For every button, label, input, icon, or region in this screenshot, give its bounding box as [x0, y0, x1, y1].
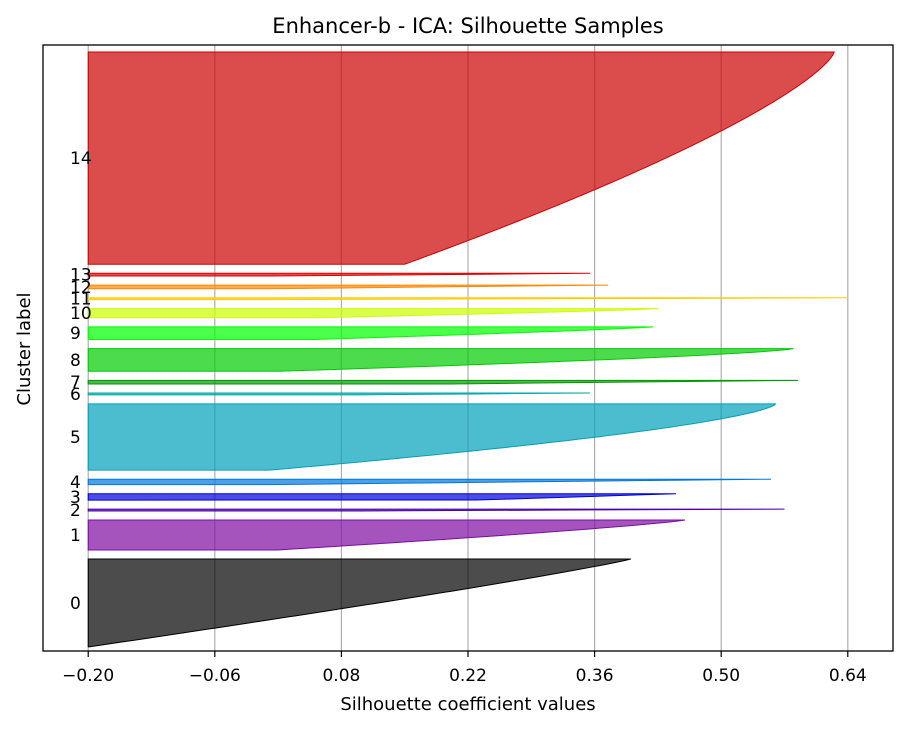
cluster-3-label: 3 [70, 488, 81, 508]
cluster-5-label: 5 [70, 428, 81, 448]
x-tick-label: −0.06 [189, 666, 241, 686]
cluster-6-silhouette [87, 392, 591, 396]
x-axis-label: Silhouette coefficient values [340, 694, 595, 715]
cluster-6-label: 6 [70, 385, 81, 405]
x-tick-label: −0.20 [62, 666, 114, 686]
cluster-14-label: 14 [70, 149, 92, 169]
cluster-12-label: 12 [70, 278, 92, 298]
cluster-9-label: 9 [70, 324, 81, 344]
cluster-5-silhouette [87, 403, 777, 471]
x-tick-label: 0.50 [702, 666, 740, 686]
cluster-8-silhouette [87, 348, 794, 372]
cluster-8-label: 8 [70, 351, 81, 371]
cluster-2-silhouette [87, 508, 785, 512]
cluster-1-label: 1 [70, 526, 81, 546]
cluster-13-label: 13 [70, 266, 92, 286]
x-tick-label: 0.64 [829, 666, 867, 686]
cluster-14-silhouette [87, 51, 835, 265]
cluster-9-silhouette [87, 326, 654, 341]
cluster-7-label: 7 [70, 373, 81, 393]
x-tick-label: 0.22 [449, 666, 487, 686]
cluster-10-silhouette [87, 308, 658, 319]
cluster-2-label: 2 [70, 501, 81, 521]
cluster-11-silhouette [87, 297, 848, 301]
cluster-11-label: 11 [70, 290, 92, 310]
cluster-3-silhouette [87, 493, 676, 501]
x-tick-label: 0.36 [576, 666, 614, 686]
chart-title: Enhancer-b - ICA: Silhouette Samples [272, 14, 663, 38]
y-axis-label: Cluster label [14, 292, 35, 405]
cluster-7-silhouette [87, 379, 799, 385]
x-tick-label: 0.08 [322, 666, 360, 686]
x-axis-ticks: −0.20 −0.06 0.08 0.22 0.36 0.50 0.64 [62, 651, 867, 686]
cluster-1-silhouette [87, 519, 686, 551]
cluster-0-label: 0 [70, 594, 81, 614]
cluster-4-silhouette [87, 478, 771, 486]
cluster-10-label: 10 [70, 304, 92, 324]
cluster-4-label: 4 [70, 473, 81, 493]
cluster-12-silhouette [87, 284, 609, 290]
cluster-0-silhouette [87, 558, 631, 648]
cluster-13-silhouette [87, 272, 591, 277]
